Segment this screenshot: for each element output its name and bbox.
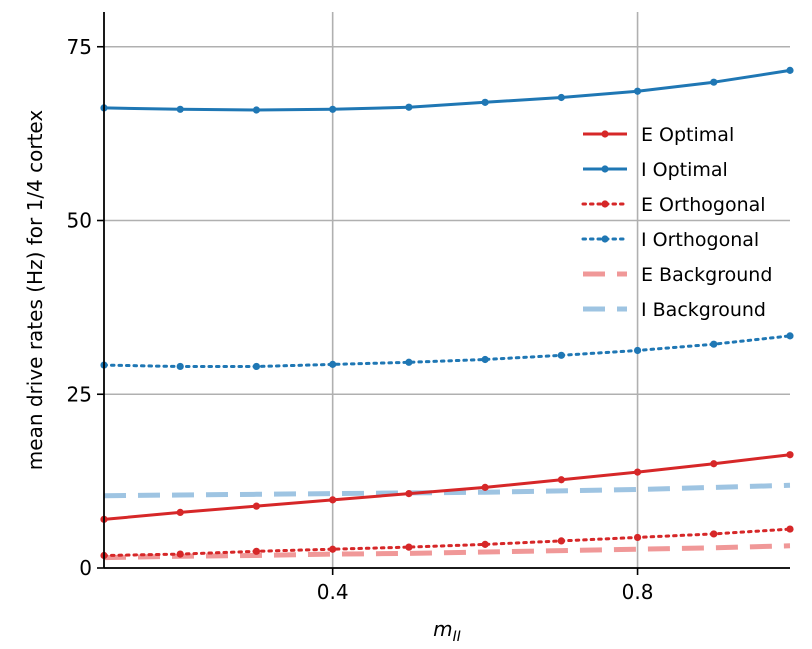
series-i-optimal xyxy=(100,66,794,114)
data-point xyxy=(557,351,565,359)
data-point xyxy=(252,106,261,114)
data-point xyxy=(557,93,565,102)
legend-entry-i-background: I Background xyxy=(583,299,766,321)
series-line-i-optimal xyxy=(103,68,791,112)
data-point xyxy=(481,98,489,106)
series-e-background xyxy=(103,543,791,561)
data-point xyxy=(786,451,794,459)
data-point xyxy=(329,545,337,553)
data-point xyxy=(405,103,413,111)
legend-entry-i-orthogonal: I Orthogonal xyxy=(581,229,759,251)
series-i-orthogonal xyxy=(100,332,794,371)
data-point xyxy=(786,66,794,74)
series-line-e-optimal xyxy=(103,453,791,521)
x-axis-label-subscript: II xyxy=(453,629,461,645)
series-line-i-orthogonal xyxy=(102,334,792,368)
grid-lines xyxy=(104,12,790,569)
legend-marker xyxy=(601,200,609,208)
data-point xyxy=(176,550,184,558)
y-tick-label: 0 xyxy=(79,556,92,580)
legend-label: I Optimal xyxy=(641,159,728,181)
data-point xyxy=(405,358,413,366)
series-line-i-background xyxy=(103,482,791,499)
data-point xyxy=(329,105,337,113)
data-point xyxy=(252,362,261,371)
x-axis-label-base: m xyxy=(433,617,452,641)
legend-entry-e-orthogonal: E Orthogonal xyxy=(581,194,766,216)
data-point xyxy=(405,490,413,498)
legend: E Optimal I Optimal E Orthogonal I Orthogon… xyxy=(581,124,772,321)
data-point xyxy=(329,496,337,504)
data-point xyxy=(710,460,718,468)
data-point xyxy=(176,105,184,113)
legend-marker xyxy=(601,130,609,138)
data-point xyxy=(252,547,261,555)
data-point xyxy=(786,525,794,533)
data-point xyxy=(710,78,718,86)
data-point xyxy=(633,533,642,542)
series-line-e-orthogonal xyxy=(102,527,792,557)
data-point xyxy=(710,340,718,348)
legend-marker xyxy=(601,235,609,243)
ticks: 0.4 0.8 0 25 50 75 xyxy=(67,35,654,604)
data-point xyxy=(557,476,565,484)
y-tick-label: 25 xyxy=(67,382,92,406)
legend-entry-i-optimal: I Optimal xyxy=(583,159,728,181)
legend-label: I Background xyxy=(641,299,766,321)
legend-label: I Orthogonal xyxy=(641,229,759,251)
data-point xyxy=(176,362,184,371)
data-point xyxy=(633,346,642,355)
series-e-orthogonal xyxy=(100,525,794,560)
y-tick-label: 75 xyxy=(67,35,92,59)
legend-marker xyxy=(601,165,609,173)
legend-entry-e-optimal: E Optimal xyxy=(583,124,734,146)
axes xyxy=(103,12,790,569)
data-point xyxy=(329,360,337,368)
data-point xyxy=(633,468,642,476)
legend-entry-e-background: E Background xyxy=(583,264,772,286)
data-point xyxy=(481,540,489,548)
data-point xyxy=(176,508,184,516)
x-axis-label: mII xyxy=(433,617,461,645)
data-point xyxy=(481,483,489,491)
data-point xyxy=(786,332,794,340)
series-layer xyxy=(100,66,794,561)
legend-label: E Background xyxy=(641,264,772,286)
series-line-e-background xyxy=(103,543,791,561)
data-point xyxy=(633,87,642,95)
data-point xyxy=(481,355,489,364)
legend-label: E Optimal xyxy=(641,124,734,146)
x-tick-label: 0.8 xyxy=(622,580,654,604)
y-axis-label: mean drive rates (Hz) for 1/4 cortex xyxy=(23,110,47,471)
y-tick-label: 50 xyxy=(67,209,92,233)
data-point xyxy=(252,502,261,510)
legend-label: E Orthogonal xyxy=(641,194,766,216)
x-tick-label: 0.4 xyxy=(317,580,349,604)
series-e-optimal xyxy=(100,451,794,523)
series-i-background xyxy=(103,482,791,499)
data-point xyxy=(557,537,565,545)
data-point xyxy=(405,543,413,551)
data-point xyxy=(710,530,718,538)
